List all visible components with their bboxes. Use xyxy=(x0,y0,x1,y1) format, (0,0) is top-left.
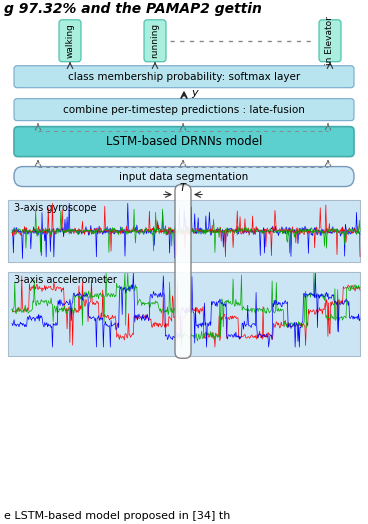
Text: LSTM-based DRNNs model: LSTM-based DRNNs model xyxy=(106,135,262,148)
FancyBboxPatch shape xyxy=(319,20,341,62)
FancyBboxPatch shape xyxy=(59,20,81,62)
Text: $y$: $y$ xyxy=(191,88,200,100)
Text: g 97.32% and the PAMAP2 gettin: g 97.32% and the PAMAP2 gettin xyxy=(4,2,262,16)
FancyBboxPatch shape xyxy=(175,184,191,358)
Text: running: running xyxy=(151,23,159,58)
Text: T: T xyxy=(180,182,186,192)
Text: 3-axis accelerometer: 3-axis accelerometer xyxy=(14,276,117,286)
Bar xyxy=(8,272,360,356)
FancyBboxPatch shape xyxy=(14,99,354,121)
Text: in Elevator: in Elevator xyxy=(326,16,335,65)
FancyBboxPatch shape xyxy=(14,127,354,157)
Text: e LSTM-based model proposed in [34] th: e LSTM-based model proposed in [34] th xyxy=(4,511,230,521)
Text: 3-axis gyroscope: 3-axis gyroscope xyxy=(14,202,96,213)
Text: combine per-timestep predictions : late-fusion: combine per-timestep predictions : late-… xyxy=(63,105,305,115)
FancyBboxPatch shape xyxy=(144,20,166,62)
Text: walking: walking xyxy=(66,24,74,58)
Text: input data segmentation: input data segmentation xyxy=(119,171,249,181)
Bar xyxy=(8,200,360,263)
FancyBboxPatch shape xyxy=(14,66,354,88)
FancyBboxPatch shape xyxy=(14,167,354,187)
Text: class membership probability: softmax layer: class membership probability: softmax la… xyxy=(68,72,300,82)
